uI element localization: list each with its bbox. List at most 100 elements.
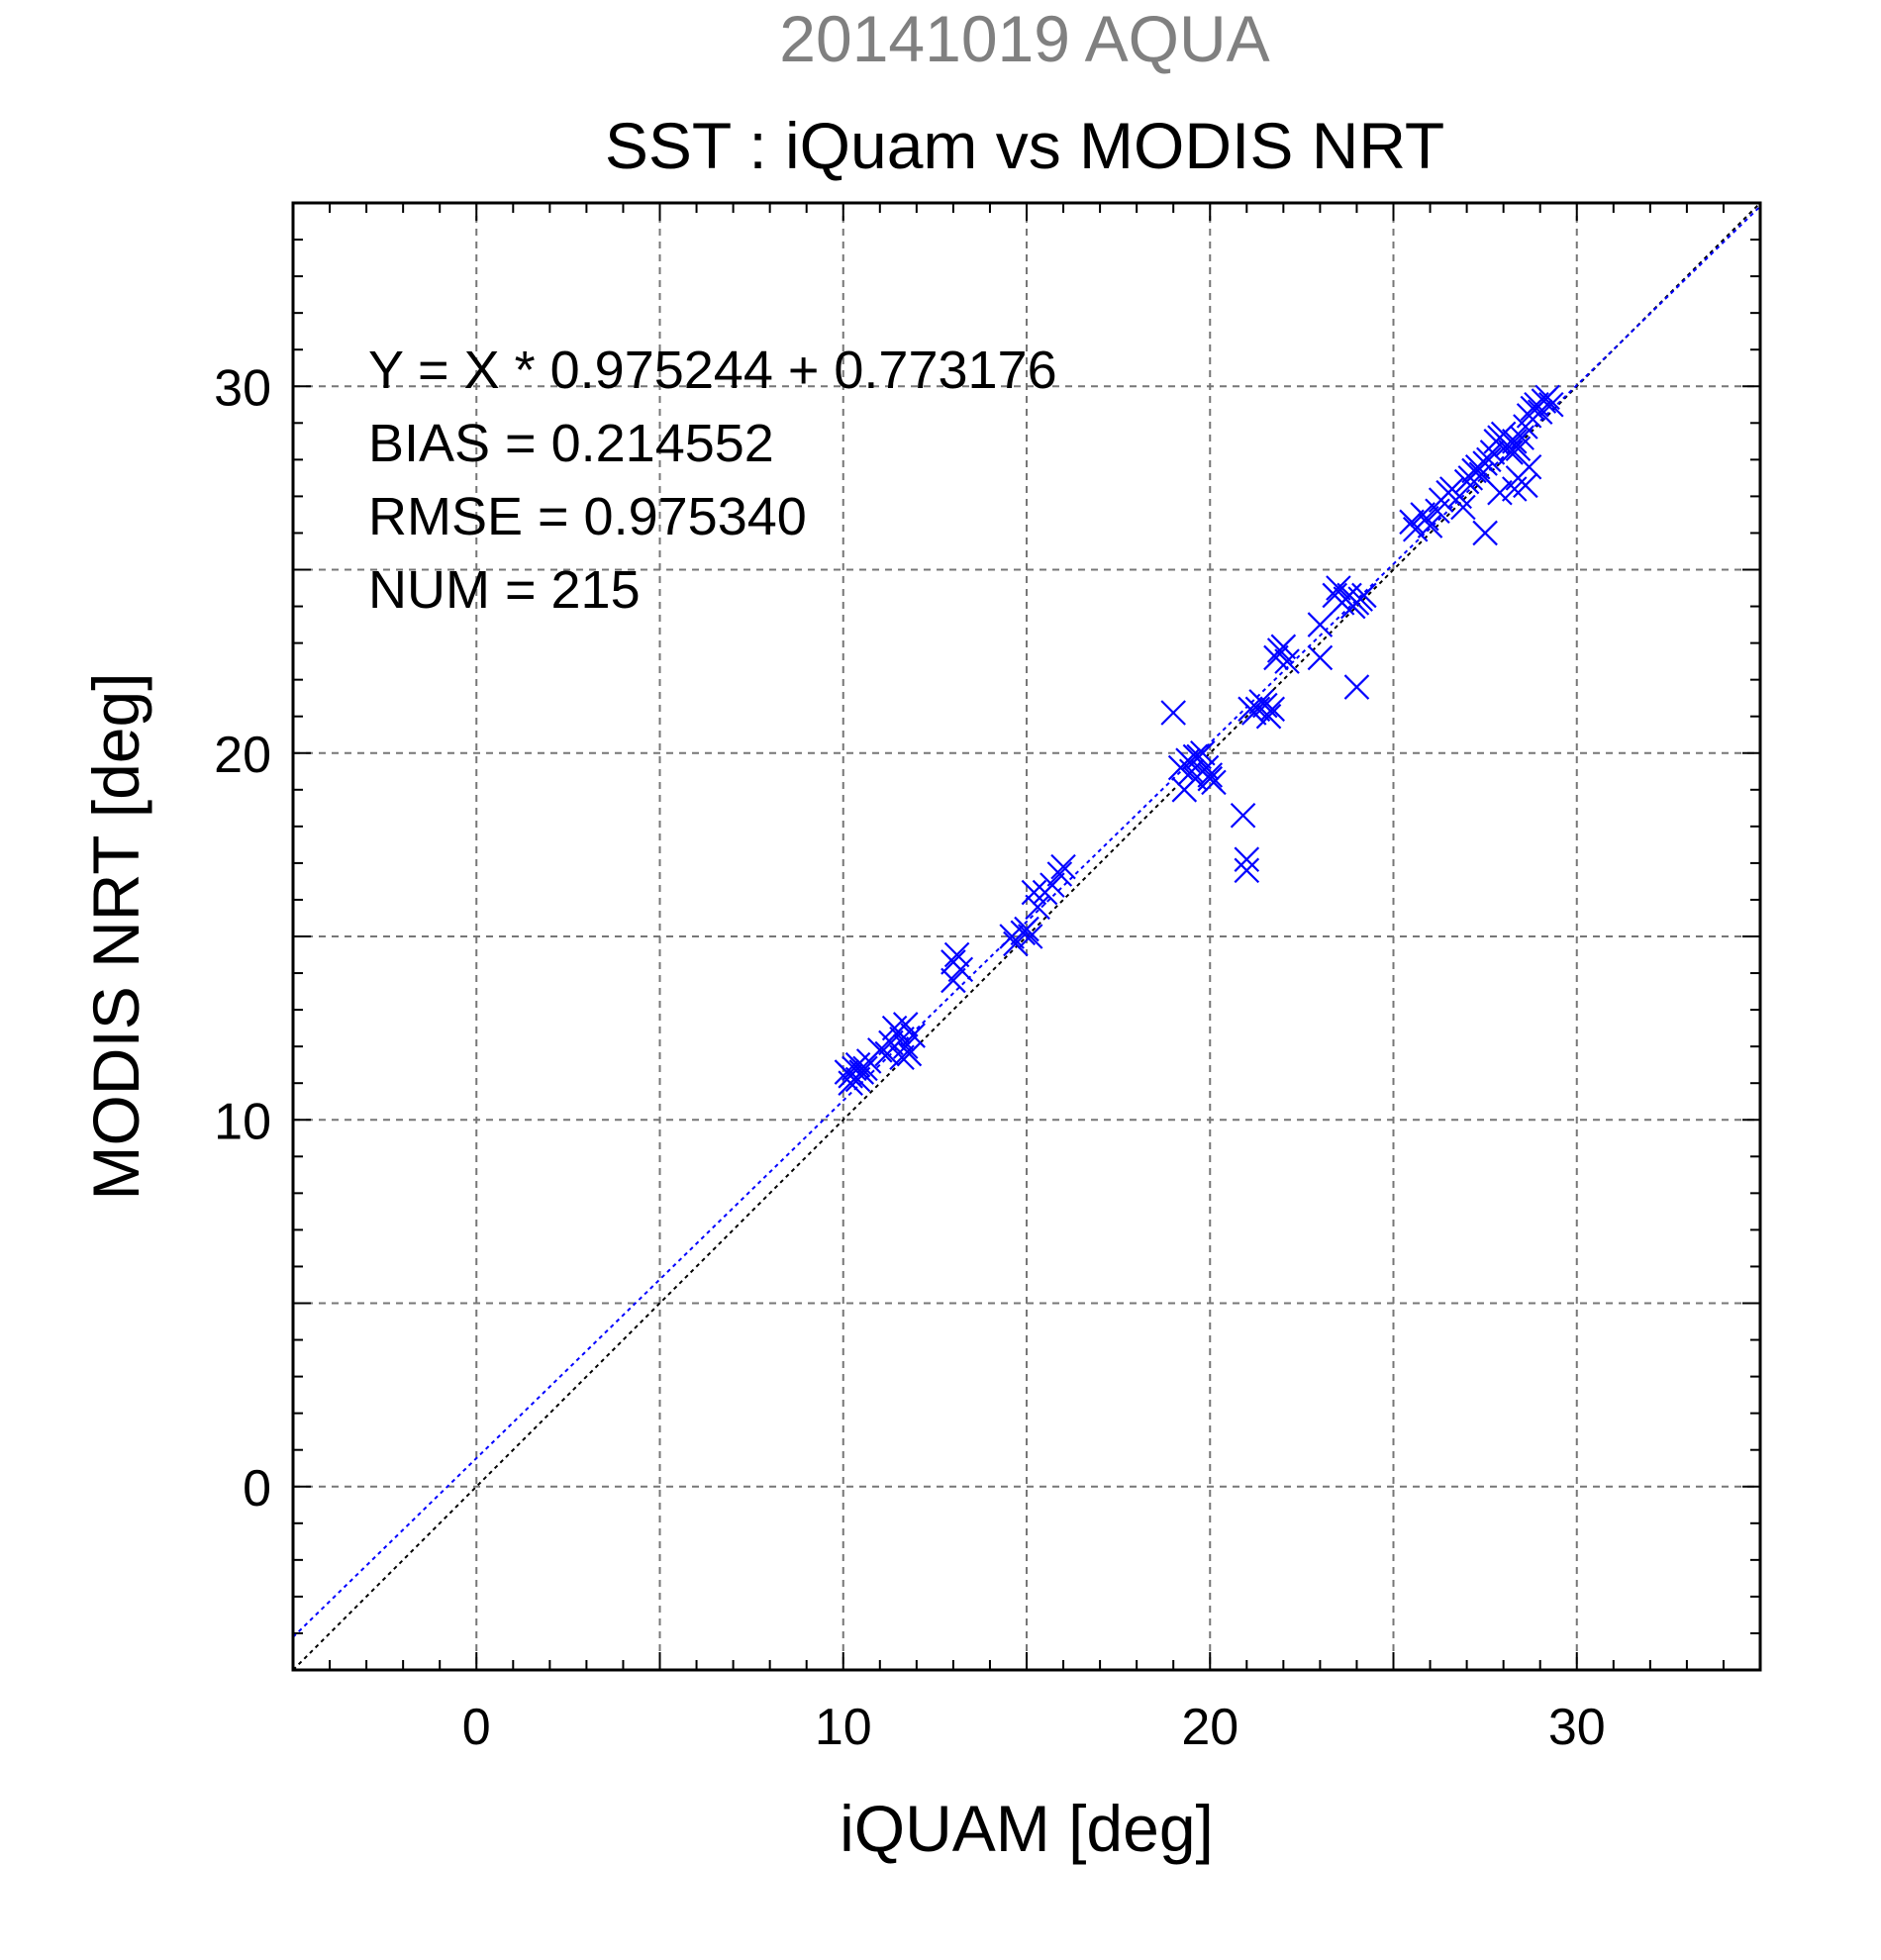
data-point-stroke	[1040, 872, 1065, 898]
data-point-stroke	[1472, 520, 1498, 546]
data-point-stroke	[896, 1040, 923, 1067]
data-point	[1182, 743, 1209, 770]
data-point	[1351, 582, 1377, 609]
data-point-stroke	[1197, 762, 1224, 788]
data-points	[834, 384, 1564, 1096]
data-point-stroke	[1476, 446, 1502, 473]
data-point-stroke	[1021, 879, 1047, 906]
rmse-value: RMSE = 0.975340	[368, 487, 807, 546]
data-point	[1516, 453, 1542, 480]
y-tick-label: 10	[214, 1093, 271, 1150]
data-point-stroke	[1307, 612, 1334, 637]
data-point	[1450, 494, 1476, 521]
data-point	[1487, 479, 1513, 506]
data-point-stroke	[940, 967, 966, 994]
data-point-stroke	[900, 1023, 926, 1048]
data-point	[1270, 634, 1297, 660]
data-point-stroke	[1274, 648, 1300, 674]
data-point-stroke	[1263, 644, 1289, 671]
data-point-stroke	[1326, 575, 1351, 601]
data-point-stroke	[892, 1012, 919, 1037]
data-point-stroke	[1270, 634, 1297, 660]
data-point-stroke	[1014, 916, 1040, 942]
data-point-stroke	[1197, 765, 1224, 792]
data-point-stroke	[1046, 861, 1073, 887]
chart-supertitle: 20141019 AQUA	[779, 2, 1269, 75]
chart-title: SST : iQuam vs MODIS NRT	[605, 109, 1444, 182]
data-point-stroke	[1234, 846, 1260, 872]
data-point	[1021, 879, 1047, 906]
data-point-stroke	[1414, 505, 1439, 532]
data-point	[1234, 846, 1260, 872]
data-point-stroke	[1343, 674, 1370, 700]
data-point-stroke	[1017, 924, 1043, 949]
data-point	[1014, 916, 1040, 942]
data-point-stroke	[1501, 429, 1528, 454]
data-point-stroke	[1252, 692, 1278, 719]
stats-annotation: Y = X * 0.975244 + 0.773176 BIAS = 0.214…	[368, 341, 1057, 620]
plot-frame	[291, 201, 1762, 1672]
data-point	[1326, 575, 1351, 601]
data-point-stroke	[1351, 582, 1377, 609]
axis-ticks	[293, 203, 1760, 1670]
data-point	[1197, 765, 1224, 792]
data-point	[1197, 762, 1224, 788]
data-point-stroke	[1182, 743, 1209, 770]
data-point	[1476, 446, 1502, 473]
data-point-stroke	[1446, 483, 1472, 510]
grid	[293, 203, 1760, 1670]
y-tick-label: 30	[214, 359, 271, 417]
data-point-stroke	[1417, 513, 1443, 539]
data-point-stroke	[1255, 703, 1282, 730]
data-point	[1234, 857, 1260, 884]
data-point-stroke	[1513, 472, 1538, 499]
num-value: NUM = 215	[368, 560, 641, 620]
x-axis-label: iQUAM [deg]	[840, 1792, 1214, 1865]
data-point	[1025, 894, 1050, 921]
data-point	[1307, 612, 1334, 637]
regression-line	[292, 205, 1761, 1638]
data-point	[889, 1044, 915, 1071]
data-point	[1538, 391, 1564, 418]
data-point	[1017, 924, 1043, 949]
data-point-stroke	[1450, 494, 1476, 521]
data-point	[1307, 644, 1334, 671]
data-point	[838, 1070, 863, 1096]
data-point-stroke	[1050, 853, 1076, 880]
data-point-stroke	[1259, 696, 1286, 723]
data-point	[1050, 853, 1076, 880]
data-point	[1230, 802, 1256, 829]
data-point	[1414, 505, 1439, 532]
data-point-stroke	[1190, 739, 1216, 766]
data-point-stroke	[838, 1070, 863, 1096]
data-point	[947, 956, 974, 983]
data-point	[1255, 703, 1282, 730]
y-tick-label: 20	[214, 727, 271, 784]
bias-value: BIAS = 0.214552	[368, 414, 774, 473]
data-point	[1472, 520, 1498, 546]
x-tick-label: 0	[462, 1699, 491, 1756]
data-point-stroke	[1516, 453, 1542, 480]
data-point	[940, 967, 966, 994]
data-point	[1274, 648, 1300, 674]
x-tick-label: 30	[1548, 1699, 1606, 1756]
data-point	[943, 941, 970, 968]
data-point	[900, 1023, 926, 1048]
data-point-stroke	[1025, 894, 1050, 921]
data-point-stroke	[1487, 479, 1513, 506]
data-point-stroke	[1230, 802, 1256, 829]
data-point-stroke	[1538, 391, 1564, 418]
tick-labels: 0 10 20 30 0 10 20 30	[214, 359, 1606, 1756]
data-point-stroke	[1534, 384, 1560, 411]
data-point	[1259, 696, 1286, 723]
x-tick-label: 10	[815, 1699, 872, 1756]
y-tick-label: 0	[243, 1460, 271, 1518]
data-point	[1003, 931, 1029, 957]
data-point	[1046, 861, 1073, 887]
y-axis-label: MODIS NRT [deg]	[79, 672, 152, 1200]
data-point	[1160, 700, 1186, 726]
data-point	[892, 1012, 919, 1037]
x-tick-label: 20	[1181, 1699, 1238, 1756]
data-point-stroke	[1307, 644, 1334, 671]
